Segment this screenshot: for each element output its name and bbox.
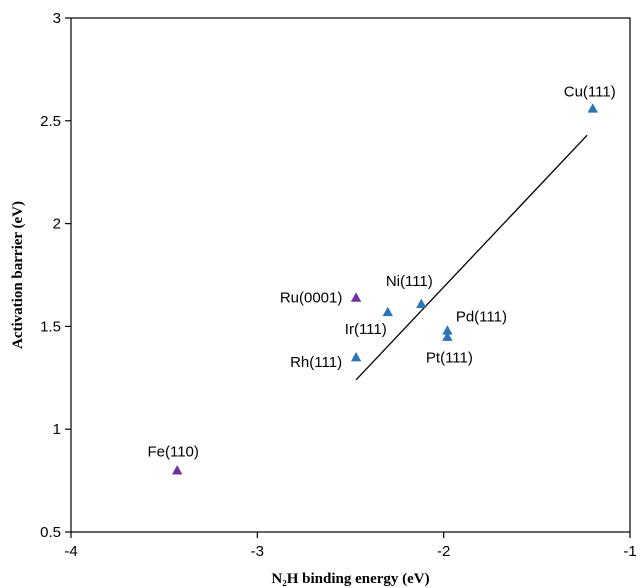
x-tick-label: -1 — [623, 543, 636, 560]
y-tick-label: 2 — [53, 216, 61, 233]
triangle-marker — [382, 306, 393, 317]
point-label: Cu(111) — [564, 83, 616, 100]
data-point: Rh(111) — [290, 352, 362, 371]
point-label: Rh(111) — [290, 354, 342, 371]
x-tick-label: -3 — [251, 543, 264, 560]
y-tick-label: 1 — [53, 421, 61, 438]
data-point: Ir(111) — [345, 306, 393, 338]
data-point: Pd(111) — [442, 309, 507, 335]
y-tick-label: 2.5 — [40, 113, 61, 130]
triangle-marker — [587, 103, 598, 113]
point-label: Pd(111) — [456, 309, 507, 326]
data-points: Cu(111) Ni(111) Ir(111) Pd(111) Pt(111) Rh(11… — [147, 83, 616, 475]
y-tick-label: 0.5 — [40, 524, 61, 541]
y-tick-label: 1.5 — [40, 318, 61, 335]
triangle-marker — [350, 292, 362, 302]
data-point: Cu(111) — [564, 83, 616, 113]
triangle-marker — [172, 465, 183, 475]
x-tick-label: -4 — [64, 543, 77, 560]
point-label: Fe(110) — [147, 443, 198, 460]
data-point: Pt(111) — [426, 331, 473, 367]
y-axis-ticks: 0.5 1 1.5 2 2.5 3 — [40, 10, 71, 541]
data-point: Ru(0001) — [280, 290, 362, 307]
point-label: Ni(111) — [386, 273, 433, 290]
trendline — [355, 134, 588, 381]
data-point: Fe(110) — [147, 443, 199, 475]
triangle-marker — [350, 352, 362, 362]
triangle-marker — [416, 298, 427, 308]
x-tick-label: -2 — [437, 543, 450, 560]
x-axis-title: N₂H binding energy (eV) — [271, 571, 429, 587]
point-label: Pt(111) — [426, 350, 473, 367]
plot-frame — [70, 17, 631, 533]
data-point: Ni(111) — [386, 273, 433, 308]
y-axis-title: Activation barrier (eV) — [10, 201, 26, 349]
triangle-marker — [442, 325, 453, 335]
point-label: Ru(0001) — [280, 290, 343, 307]
y-tick-label: 3 — [53, 10, 61, 27]
triangle-marker — [442, 331, 453, 341]
plot-border — [70, 17, 631, 533]
point-label: Ir(111) — [345, 321, 387, 338]
trendline-group — [355, 134, 588, 381]
x-axis-ticks: -4 -3 -2 -1 — [64, 532, 637, 560]
